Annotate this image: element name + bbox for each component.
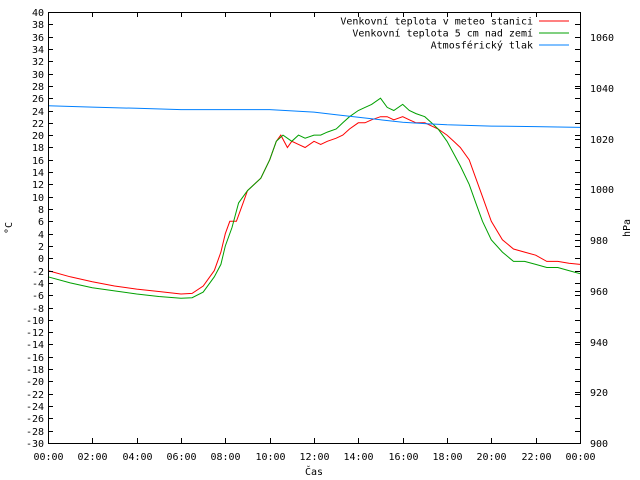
x-tick-label: 12:00 — [299, 452, 329, 463]
y-tick-label: 24 — [32, 107, 44, 118]
y-tick-label: 20 — [32, 131, 44, 142]
y-tick-label: -20 — [26, 377, 44, 388]
y-tick-label: 30 — [32, 70, 44, 81]
y-tick-label: -18 — [26, 365, 44, 376]
y2-tick-label: 1020 — [590, 135, 614, 146]
y-tick-label: -30 — [26, 439, 44, 450]
series-line-3 — [47, 105, 581, 128]
x-tick-label: 10:00 — [255, 452, 285, 463]
y-tick-label: -10 — [26, 316, 44, 327]
y-tick-label: 22 — [32, 119, 44, 130]
y2-tick-label: 1060 — [590, 33, 614, 44]
y-axis-title-right: hPa — [622, 219, 633, 237]
x-tick-label: 08:00 — [210, 452, 240, 463]
y2-tick-label: 920 — [590, 388, 608, 399]
x-tick-label: 00:00 — [33, 452, 63, 463]
y-tick-label: -22 — [26, 390, 44, 401]
series-line-2 — [47, 97, 581, 299]
y-tick-label: 38 — [32, 20, 44, 31]
y-tick-label: 40 — [32, 8, 44, 19]
y-tick-label: 6 — [38, 217, 44, 228]
x-tick-label: 18:00 — [432, 452, 462, 463]
y-axis-title-left: °C — [4, 222, 15, 234]
x-tick-label: 20:00 — [476, 452, 506, 463]
y-tick-label: 28 — [32, 82, 44, 93]
y-axis-left: 4038363432302826242220181614121086420-2-… — [26, 8, 580, 450]
y-tick-label: 4 — [38, 230, 44, 241]
y-tick-label: -28 — [26, 427, 44, 438]
x-axis-title: Čas — [305, 465, 323, 478]
y-tick-label: 12 — [32, 180, 44, 191]
y-tick-label: -24 — [26, 402, 44, 413]
y-tick-label: 34 — [32, 45, 44, 56]
y-tick-label: 10 — [32, 193, 44, 204]
x-tick-label: 14:00 — [343, 452, 373, 463]
y-axis-right: 1060 1040 1020 1000 980 960 940 920 900 — [575, 33, 614, 450]
y-tick-label: 14 — [32, 168, 44, 179]
y2-tick-label: 900 — [590, 439, 608, 450]
y2-tick-label: 960 — [590, 287, 608, 298]
legend: Venkovní teplota v meteo staniciVenkovní… — [340, 16, 569, 52]
y-tick-label: -26 — [26, 414, 44, 425]
y-tick-label: 8 — [38, 205, 44, 216]
x-tick-label: 06:00 — [166, 452, 196, 463]
y2-tick-label: 980 — [590, 236, 608, 247]
y-tick-label: -2 — [32, 267, 44, 278]
legend-label-2: Venkovní teplota 5 cm nad zemí — [352, 28, 533, 40]
legend-label-3: Atmosférický tlak — [431, 40, 533, 52]
y-tick-label: -12 — [26, 328, 44, 339]
series-line-1 — [47, 116, 581, 295]
x-tick-label: 02:00 — [77, 452, 107, 463]
y-tick-label: 2 — [38, 242, 44, 253]
y-tick-label: -6 — [32, 291, 44, 302]
x-tick-label: 22:00 — [521, 452, 551, 463]
y2-tick-label: 1040 — [590, 84, 614, 95]
y-tick-label: -14 — [26, 340, 44, 351]
y-tick-label: 26 — [32, 94, 44, 105]
series-layer — [47, 97, 581, 299]
x-tick-label: 04:00 — [122, 452, 152, 463]
x-tick-label: 00:00 — [565, 452, 595, 463]
x-tick-label: 16:00 — [388, 452, 418, 463]
y-tick-label: 18 — [32, 143, 44, 154]
y-tick-label: 32 — [32, 57, 44, 68]
y-tick-label: -16 — [26, 353, 44, 364]
x-axis: 00:00 02:00 04:00 06:00 08:00 10:00 12:00 14:00… — [33, 12, 596, 463]
legend-label-1: Venkovní teplota v meteo stanici — [340, 16, 533, 28]
y2-tick-label: 1000 — [590, 185, 614, 196]
y-tick-label: 0 — [38, 254, 44, 265]
y-tick-label: 36 — [32, 33, 44, 44]
y2-tick-label: 940 — [590, 338, 608, 349]
y-tick-label: -8 — [32, 304, 44, 315]
plot-frame — [48, 12, 581, 444]
y-tick-label: -4 — [32, 279, 44, 290]
y-tick-label: 16 — [32, 156, 44, 167]
